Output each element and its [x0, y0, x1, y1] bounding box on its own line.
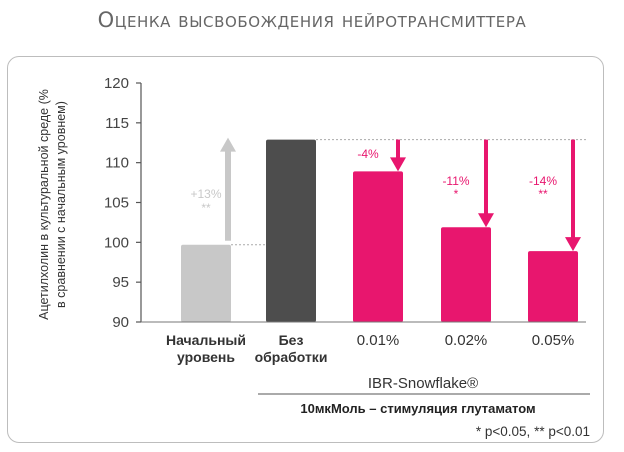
footnote: * p<0.05, ** p<0.01 — [476, 424, 590, 439]
category-label: 0.05% — [532, 332, 575, 349]
category-label: обработки — [255, 349, 328, 365]
decrease-arrow-head — [390, 157, 406, 172]
bar-1 — [181, 244, 231, 322]
y-tick-label: 95 — [112, 274, 129, 291]
y-tick-label: 120 — [104, 75, 129, 92]
bar-5 — [528, 251, 578, 322]
change-label: -14% — [529, 174, 557, 188]
decrease-arrow-head — [565, 237, 581, 252]
y-axis-label: в сравнении с начальным уровнем) — [54, 101, 68, 308]
y-tick-label: 115 — [105, 115, 129, 132]
category-label: Начальный — [166, 332, 246, 348]
change-label: +13% — [190, 187, 221, 201]
decrease-arrow-head — [478, 213, 494, 228]
bar-4 — [441, 227, 491, 322]
significance-mark: * — [454, 187, 459, 201]
increase-arrow-head — [220, 137, 236, 152]
category-label: уровень — [177, 349, 235, 365]
y-tick-label: 100 — [104, 234, 129, 251]
y-axis-label: Ацетилхолин в культуральной среде (% — [37, 89, 51, 320]
change-label: -11% — [442, 174, 469, 188]
significance-mark: ** — [201, 201, 211, 215]
bar-3 — [353, 171, 403, 322]
change-label: -4% — [357, 147, 379, 161]
category-label: 0.01% — [357, 332, 400, 349]
y-tick-label: 105 — [104, 195, 129, 212]
group-label: IBR-Snowflake® — [368, 375, 478, 392]
condition-label: 10мкМоль – стимуляция глутаматом — [300, 401, 535, 416]
category-label: 0.02% — [445, 332, 488, 349]
bar-2 — [266, 139, 316, 322]
category-label: Без — [279, 332, 304, 348]
y-tick-label: 110 — [105, 155, 129, 172]
chart-title: Оценка высвобождения нейротрансмиттера — [97, 8, 527, 32]
significance-mark: ** — [538, 187, 548, 201]
y-tick-label: 90 — [112, 314, 129, 331]
chart-frame — [7, 56, 604, 443]
